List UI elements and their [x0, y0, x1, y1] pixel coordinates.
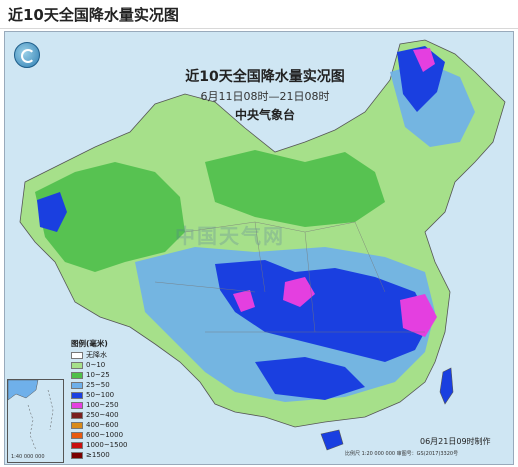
- island-taiwan: [439, 367, 454, 405]
- map-date-range: 6月11日08时—21日08时: [200, 90, 330, 103]
- legend-swatch: [71, 421, 83, 429]
- legend-label: 400~600: [86, 421, 119, 429]
- legend-swatch: [71, 431, 83, 439]
- legend-item: 0~10: [71, 360, 131, 370]
- map-organization: 中央气象台: [234, 108, 295, 122]
- page-header: 近10天全国降水量实况图: [0, 0, 518, 29]
- region-magenta-northeast: [413, 48, 435, 72]
- legend-label: 0~10: [86, 361, 106, 369]
- legend-item: 无降水: [71, 350, 131, 360]
- inset-graphic: [8, 380, 54, 451]
- legend-item: 10~25: [71, 370, 131, 380]
- legend-label: 1000~1500: [86, 441, 128, 449]
- island-hainan: [320, 429, 344, 451]
- province-boundaries: [154, 221, 425, 333]
- inset-scale-label: 1:40 000 000: [11, 454, 45, 460]
- legend-swatch: [71, 381, 83, 389]
- map-fineprint: 比例尺 1:20 000 000 审图号：GS(2017)3320号: [345, 451, 459, 457]
- legend-items: 无降水 0~10 10~25 25~50 50~100 100~250 250~400 400…: [71, 350, 131, 460]
- legend-label: 25~50: [86, 381, 110, 389]
- legend-item: 1000~1500: [71, 440, 131, 450]
- region-blue-south: [255, 357, 365, 400]
- legend-swatch: [71, 411, 83, 419]
- legend-label: 10~25: [86, 371, 110, 379]
- legend-title: 图例(毫米): [71, 339, 108, 348]
- legend-swatch: [71, 361, 83, 369]
- legend-item: 250~400: [71, 410, 131, 420]
- legend-label: 无降水: [86, 351, 107, 359]
- legend-swatch: [71, 401, 83, 409]
- region-green-west: [35, 162, 185, 272]
- legend-item: ≥1500: [71, 450, 131, 460]
- meteorological-logo: [14, 42, 40, 68]
- legend-label: 250~400: [86, 411, 119, 419]
- legend-item: 100~250: [71, 400, 131, 410]
- region-magenta-east: [400, 294, 437, 337]
- legend-swatch: [71, 441, 83, 449]
- region-magenta-central: [283, 277, 315, 307]
- legend-label: 600~1000: [86, 431, 124, 439]
- map-graphic: [5, 32, 513, 464]
- legend-swatch: [71, 351, 83, 359]
- region-green-north: [205, 150, 385, 227]
- legend-swatch: [71, 451, 83, 459]
- legend-item: 400~600: [71, 420, 131, 430]
- legend-item: 50~100: [71, 390, 131, 400]
- region-magenta-southwest: [233, 290, 255, 312]
- legend-label: 100~250: [86, 401, 119, 409]
- legend-swatch: [71, 391, 83, 399]
- watermark-text: 中国天气网: [175, 224, 285, 248]
- precipitation-map: 近10天全国降水量实况图 6月11日08时—21日08时 中央气象台 中国天气网…: [4, 31, 514, 465]
- legend-label: ≥1500: [86, 451, 110, 459]
- legend-item: 600~1000: [71, 430, 131, 440]
- map-title: 近10天全国降水量实况图: [185, 69, 345, 85]
- south-china-sea-inset: 1:40 000 000: [7, 379, 64, 463]
- region-blue-central: [215, 260, 430, 362]
- region-blue-west: [37, 192, 67, 232]
- production-timestamp: 06月21日09时制作: [420, 437, 491, 446]
- map-legend: 图例(毫米) 无降水 0~10 10~25 25~50 50~100 100~250 250…: [71, 339, 131, 460]
- page-title: 近10天全国降水量实况图: [8, 6, 179, 24]
- legend-item: 25~50: [71, 380, 131, 390]
- legend-label: 50~100: [86, 391, 115, 399]
- legend-swatch: [71, 371, 83, 379]
